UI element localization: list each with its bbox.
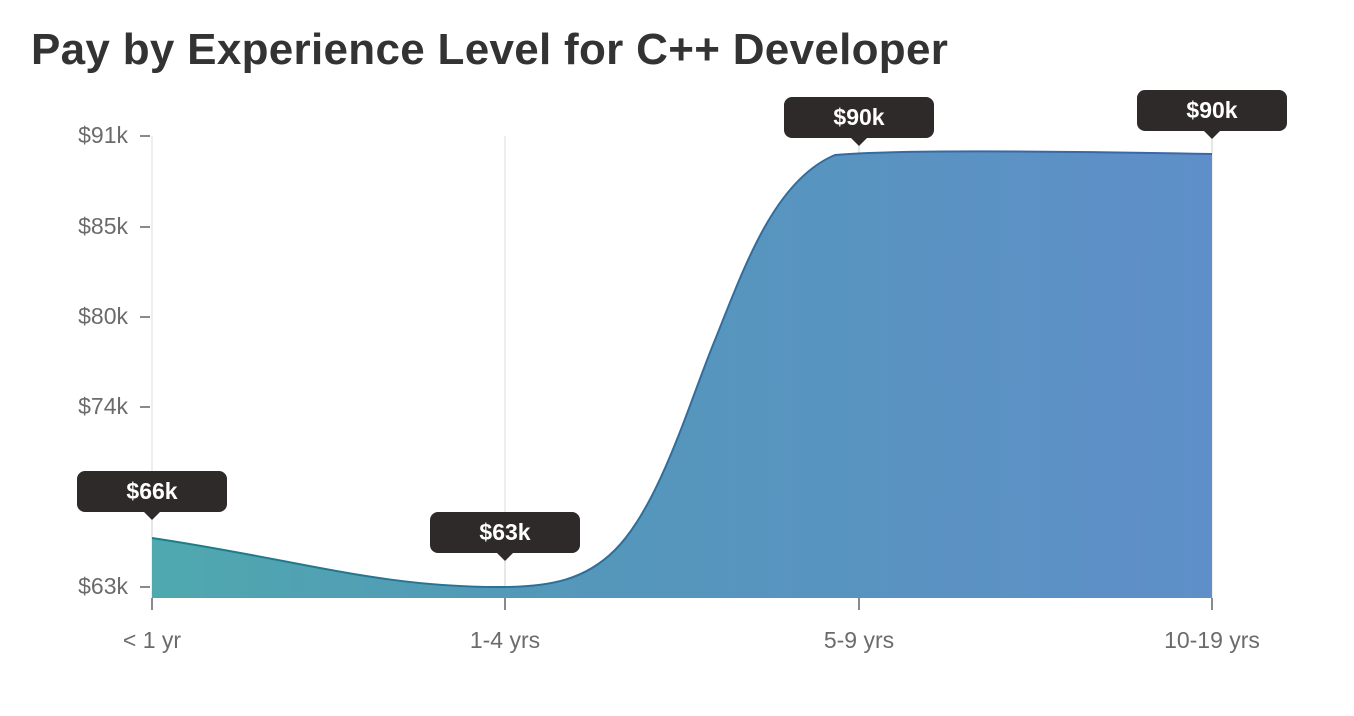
svg-text:5-9 yrs: 5-9 yrs xyxy=(824,627,894,653)
svg-text:$63k: $63k xyxy=(78,573,128,599)
svg-text:$80k: $80k xyxy=(78,303,128,329)
svg-text:$91k: $91k xyxy=(78,122,128,148)
svg-text:1-4 yrs: 1-4 yrs xyxy=(470,627,540,653)
svg-text:$85k: $85k xyxy=(78,213,128,239)
svg-text:$74k: $74k xyxy=(78,393,128,419)
svg-text:< 1 yr: < 1 yr xyxy=(123,627,182,653)
svg-text:10-19 yrs: 10-19 yrs xyxy=(1164,627,1260,653)
